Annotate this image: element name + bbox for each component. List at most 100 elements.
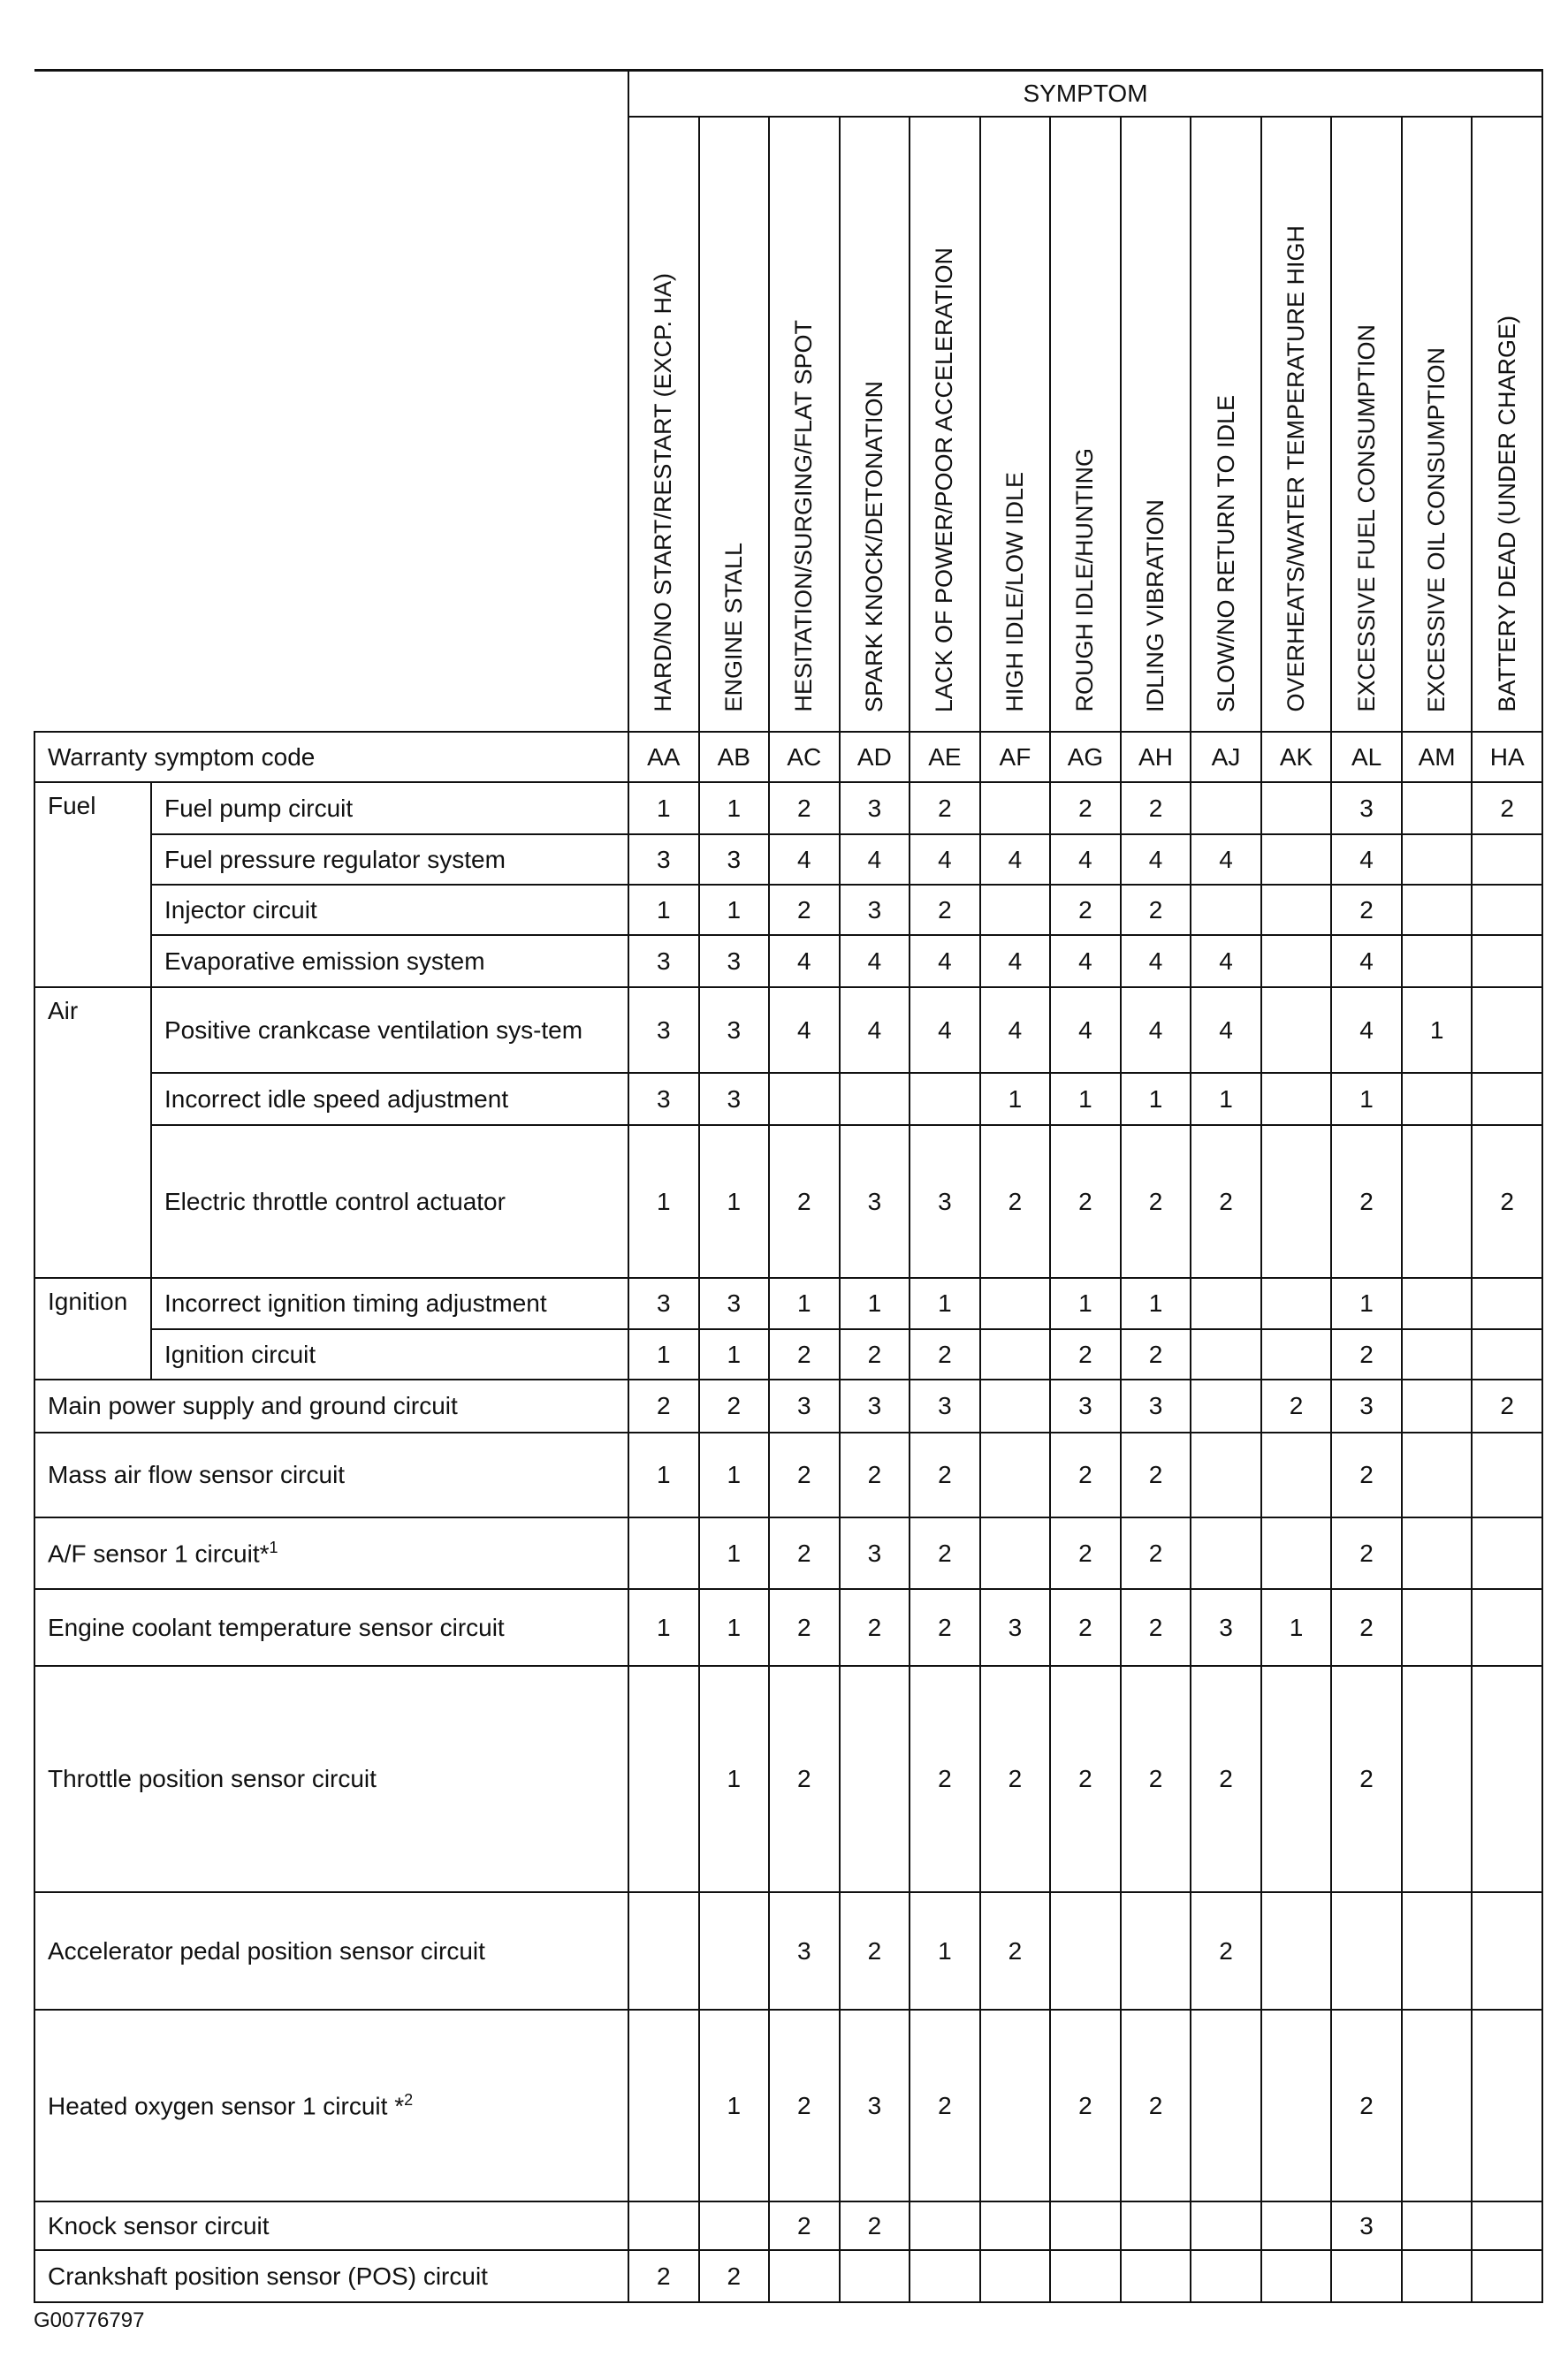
priority-cell — [1471, 833, 1543, 886]
priority-cell: 2 — [838, 2201, 911, 2251]
priority-cell: 4 — [1119, 986, 1192, 1074]
priority-cell: 2 — [978, 1891, 1052, 2011]
priority-cell — [1471, 2009, 1543, 2202]
priority-cell: 2 — [838, 1432, 911, 1518]
priority-cell — [1260, 833, 1333, 886]
priority-cell: 1 — [1119, 1277, 1192, 1330]
priority-cell — [978, 2201, 1052, 2251]
item-label-text: Accelerator pedal position sensor circui… — [48, 1936, 485, 1965]
priority-cell: 3 — [978, 1588, 1052, 1667]
priority-cell: 2 — [1049, 884, 1122, 936]
priority-cell — [909, 1072, 981, 1126]
item-label-text: Incorrect ignition timing adjustment — [164, 1289, 547, 1317]
priority-cell: 4 — [1190, 986, 1262, 1074]
priority-cell: 2 — [1330, 2009, 1403, 2202]
symptom-name: ROUGH IDLE/HUNTING — [1071, 448, 1099, 712]
item-label: Engine coolant temperature sensor circui… — [34, 1588, 629, 1667]
warranty-code-label: Warranty symptom code — [34, 731, 629, 783]
priority-cell: 2 — [1471, 1124, 1543, 1279]
priority-cell — [1400, 833, 1473, 886]
item-label-text: Throttle position sensor circuit — [48, 1765, 377, 1792]
symptom-name: HARD/NO START/RESTART (EXCP. HA) — [650, 273, 677, 712]
item-label: Fuel pressure regulator system — [150, 833, 629, 886]
warranty-code: AM — [1400, 731, 1473, 783]
priority-cell — [1190, 884, 1262, 936]
priority-cell — [1190, 1517, 1262, 1590]
item-label: Knock sensor circuit — [34, 2201, 629, 2251]
table-row: Knock sensor circuit 2 2 3 — [34, 2201, 1543, 2251]
priority-cell: 4 — [978, 934, 1052, 988]
priority-cell — [1190, 2201, 1262, 2251]
priority-cell: 3 — [838, 781, 911, 835]
priority-cell: 2 — [697, 2249, 771, 2303]
priority-cell — [1190, 2249, 1262, 2303]
priority-cell: 2 — [909, 1328, 981, 1380]
priority-cell — [1400, 1665, 1473, 1893]
priority-cell: 3 — [697, 986, 771, 1074]
priority-cell: 4 — [909, 986, 981, 1074]
warranty-code: AD — [838, 731, 911, 783]
priority-cell — [628, 1891, 700, 2011]
priority-cell: 2 — [1330, 1328, 1403, 1380]
priority-cell: 2 — [768, 2201, 841, 2251]
priority-cell: 3 — [1330, 1379, 1403, 1433]
priority-cell — [1260, 2249, 1333, 2303]
symptom-column-header: HIGH IDLE/LOW IDLE — [978, 116, 1052, 733]
item-label-text: Fuel pressure regulator system — [164, 845, 506, 873]
priority-cell: 3 — [697, 934, 771, 988]
priority-cell: 3 — [1330, 781, 1403, 835]
priority-cell — [1471, 2249, 1543, 2303]
priority-cell: 2 — [768, 1665, 841, 1893]
priority-cell: 4 — [1190, 934, 1262, 988]
table-row: Heated oxygen sensor 1 circuit *2 1 2 3 2 2 2 2 — [34, 2009, 1543, 2202]
warranty-code: AB — [697, 731, 771, 783]
priority-cell: 2 — [1049, 1432, 1122, 1518]
symptom-column-header: ENGINE STALL — [697, 116, 771, 733]
priority-cell — [1471, 1432, 1543, 1518]
priority-cell: 2 — [1119, 1432, 1192, 1518]
priority-cell — [838, 1072, 911, 1126]
table-row: Fuel Fuel pump circuit 1 1 2 3 2 2 2 3 2 — [34, 781, 1543, 988]
priority-cell: 3 — [628, 934, 700, 988]
priority-cell: 1 — [1049, 1072, 1122, 1126]
table-row: Fuel pressure regulator system 3 3 4 4 4 4 4 4 4 4 — [34, 833, 1543, 886]
priority-cell: 3 — [697, 1277, 771, 1330]
priority-cell — [1400, 2201, 1473, 2251]
priority-cell — [978, 1432, 1052, 1518]
priority-cell: 4 — [838, 934, 911, 988]
warranty-code: AC — [768, 731, 841, 783]
table-row: Main power supply and ground circuit 2 2 3 3… — [34, 1379, 1543, 1433]
priority-cell — [1049, 2201, 1122, 2251]
priority-cell — [1471, 884, 1543, 936]
priority-cell: 2 — [1119, 1665, 1192, 1893]
priority-cell: 1 — [697, 1124, 771, 1279]
priority-cell — [978, 1379, 1052, 1433]
symptom-column-header: HESITATION/SURGING/FLAT SPOT — [768, 116, 841, 733]
priority-cell — [1400, 1379, 1473, 1433]
priority-cell: 3 — [1049, 1379, 1122, 1433]
priority-cell: 2 — [1119, 1588, 1192, 1667]
category-cell: Fuel — [34, 781, 152, 988]
priority-cell — [909, 2249, 981, 2303]
item-label-text: Heated oxygen sensor 1 circuit * — [48, 2092, 405, 2120]
priority-cell: 3 — [628, 1072, 700, 1126]
priority-cell — [1400, 934, 1473, 988]
priority-cell — [628, 2009, 700, 2202]
priority-cell: 4 — [978, 833, 1052, 886]
item-label-text: Engine coolant temperature sensor circui… — [48, 1613, 505, 1641]
priority-cell: 2 — [909, 1432, 981, 1518]
item-label: Positive crankcase ventilation sys-tem — [150, 986, 629, 1074]
priority-cell: 2 — [909, 1517, 981, 1590]
priority-cell — [1471, 934, 1543, 988]
symptom-name: OVERHEATS/WATER TEMPERATURE HIGH — [1283, 225, 1310, 712]
warranty-code: AL — [1330, 731, 1403, 783]
symptom-name: IDLING VIBRATION — [1141, 498, 1168, 712]
table-row: A/F sensor 1 circuit*1 1 2 3 2 2 2 2 — [34, 1517, 1543, 1590]
priority-cell — [1260, 1665, 1333, 1893]
category-cell: Ignition — [34, 1277, 152, 1380]
priority-cell: 1 — [1330, 1277, 1403, 1330]
priority-cell — [978, 781, 1052, 835]
item-label-text: A/F sensor 1 circuit* — [48, 1540, 270, 1568]
symptom-name: EXCESSIVE OIL CONSUMPTION — [1423, 346, 1450, 712]
priority-cell: 1 — [628, 1432, 700, 1518]
